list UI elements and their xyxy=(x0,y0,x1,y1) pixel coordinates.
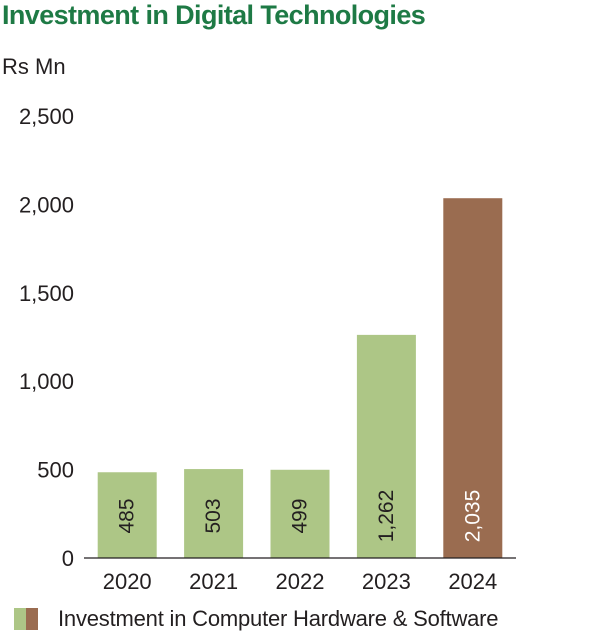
legend-swatch-brown xyxy=(26,608,38,630)
x-tick-label: 2024 xyxy=(448,569,497,594)
legend-swatch-green xyxy=(14,608,26,630)
x-tick-label: 2021 xyxy=(189,569,238,594)
bar-value-label: 485 xyxy=(116,498,139,533)
y-axis-unit-label: Rs Mn xyxy=(2,54,66,79)
bar-value-label: 499 xyxy=(289,498,312,533)
y-tick-label: 0 xyxy=(62,546,74,571)
bar-chart: 0 500 1,000 1,500 2,000 2,500 485 2020 503 2021 49… xyxy=(19,104,516,594)
chart-title: Investment in Digital Technologies xyxy=(2,0,426,30)
bar-value-label: 1,262 xyxy=(375,490,398,543)
y-tick-label: 500 xyxy=(37,458,74,483)
bar xyxy=(356,334,416,558)
x-tick-label: 2020 xyxy=(103,569,152,594)
y-tick-label: 1,000 xyxy=(19,369,74,394)
y-tick-label: 1,500 xyxy=(19,281,74,306)
y-tick-label: 2,500 xyxy=(19,104,74,129)
bar xyxy=(184,469,244,558)
y-tick-label: 2,000 xyxy=(19,192,74,217)
bar-value-label: 2,035 xyxy=(461,490,484,543)
x-tick-label: 2022 xyxy=(276,569,325,594)
legend-label: Investment in Computer Hardware & Softwa… xyxy=(58,606,499,631)
bar xyxy=(443,198,503,558)
bar-value-label: 503 xyxy=(202,498,225,533)
bar xyxy=(270,469,330,558)
bar xyxy=(97,472,157,558)
legend: Investment in Computer Hardware & Softwa… xyxy=(14,606,499,632)
x-tick-label: 2023 xyxy=(362,569,411,594)
